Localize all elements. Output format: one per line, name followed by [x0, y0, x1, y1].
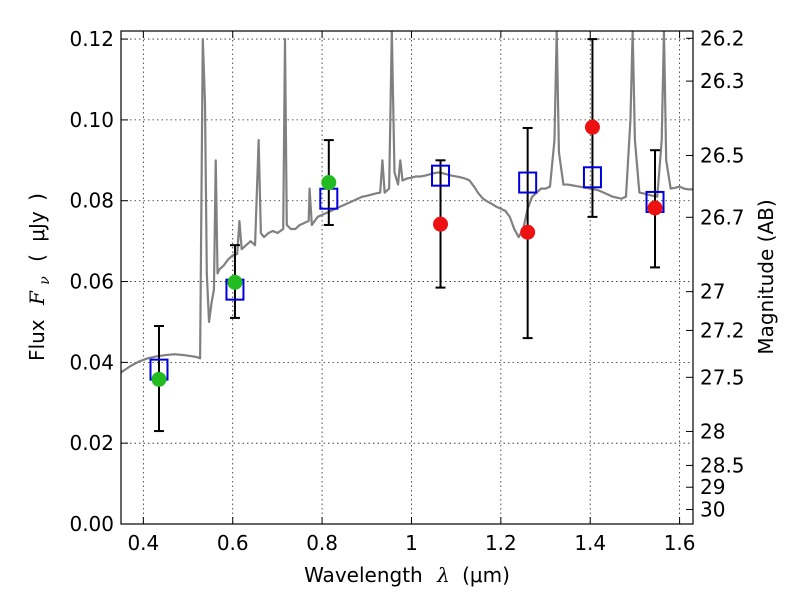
x-tick-label: 1	[405, 531, 418, 555]
y2-tick-label: 26.7	[700, 205, 745, 229]
y-tick-label: 0.04	[69, 350, 114, 374]
plot-frame	[120, 30, 694, 525]
model-photometry-square	[582, 166, 602, 189]
y-tick-label: 0.08	[69, 189, 114, 213]
y-tick-label: 0.12	[69, 27, 114, 51]
y-tick-label: 0.10	[69, 108, 114, 132]
x-tick-label: 0.8	[306, 531, 338, 555]
x-axis-unit: (μm)	[462, 563, 510, 587]
y2-tick-label: 26.5	[700, 143, 745, 167]
y2-tick-label: 26.3	[700, 69, 745, 93]
x-axis-symbol: λ	[436, 563, 450, 587]
model-spectrum-line	[121, 31, 693, 374]
x-tick-label: 1.6	[664, 531, 696, 555]
y-tick-label: 0.02	[69, 431, 114, 455]
detection-point	[227, 274, 243, 290]
plot-area	[121, 31, 693, 433]
error-bars	[153, 38, 661, 433]
axis-ticks: 0.4 0.6 0.8 1 1.2 1.4 1.6 0.00 0.02 0.04 0.06 0.08 0…	[69, 26, 744, 555]
y2-tick-label: 26.2	[700, 26, 745, 50]
y2-tick-label: 28.5	[700, 453, 745, 477]
detection-point	[151, 371, 167, 387]
y-axis-unit-close: )	[25, 193, 49, 201]
model-photometry-square	[518, 171, 538, 194]
nondetection-point	[433, 216, 449, 232]
y2-tick-label: 30	[700, 497, 725, 521]
x-axis-label: Wavelength λ (μm)	[304, 563, 510, 587]
y2-axis-label: Magnitude (AB)	[754, 199, 778, 354]
detection-point	[321, 175, 337, 191]
y2-tick-label: 28	[700, 419, 725, 443]
y-axis-unit: μJy	[25, 211, 49, 242]
x-tick-label: 1.2	[485, 531, 517, 555]
x-tick-label: 0.4	[127, 531, 159, 555]
y-axis-label-text: Flux	[25, 319, 49, 361]
data-points	[149, 119, 665, 387]
nondetection-point	[584, 119, 600, 135]
y2-tick-label: 29	[700, 475, 725, 499]
y2-tick-label: 27.5	[700, 365, 745, 389]
nondetection-point	[647, 200, 663, 216]
x-tick-label: 0.6	[217, 531, 249, 555]
model-photometry-square	[431, 164, 451, 187]
nondetection-point	[520, 224, 536, 240]
y2-tick-label: 27	[700, 280, 725, 304]
x-tick-label: 1.4	[574, 531, 606, 555]
x-axis-label-text: Wavelength	[304, 563, 423, 587]
y-axis-symbol-subscript: ν	[37, 276, 53, 285]
y-axis-unit-open: (	[25, 254, 49, 262]
y-tick-label: 0.00	[69, 512, 114, 536]
y-tick-label: 0.06	[69, 270, 114, 294]
y2-tick-label: 27.2	[700, 318, 745, 342]
y-axis-label: Flux F ν ( μJy )	[25, 193, 54, 361]
y-axis-symbol: F	[25, 290, 49, 306]
